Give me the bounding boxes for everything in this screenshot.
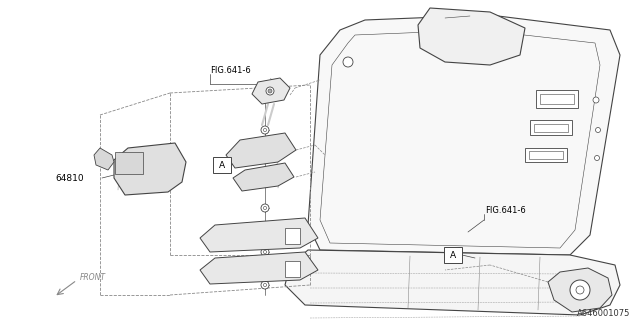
Circle shape — [343, 57, 353, 67]
Bar — [285, 228, 300, 244]
Bar — [115, 152, 143, 174]
Polygon shape — [252, 78, 290, 104]
Bar — [534, 124, 568, 132]
Polygon shape — [226, 133, 296, 168]
Polygon shape — [200, 252, 318, 284]
Circle shape — [570, 280, 590, 300]
Polygon shape — [233, 163, 294, 191]
Circle shape — [595, 156, 600, 161]
Bar — [213, 157, 231, 173]
Text: A: A — [450, 251, 456, 260]
Circle shape — [595, 127, 600, 132]
Circle shape — [264, 284, 267, 287]
Circle shape — [576, 286, 584, 294]
Bar — [444, 247, 462, 263]
Polygon shape — [94, 148, 114, 170]
Circle shape — [261, 126, 269, 134]
Text: A646001075: A646001075 — [577, 308, 630, 317]
Text: FRONT: FRONT — [80, 273, 106, 282]
Bar — [285, 261, 300, 277]
Circle shape — [593, 97, 599, 103]
Bar — [536, 90, 578, 108]
Circle shape — [261, 154, 269, 162]
Circle shape — [268, 89, 272, 93]
Polygon shape — [418, 8, 525, 65]
Text: FIG.641-6: FIG.641-6 — [210, 66, 251, 75]
Text: 64810: 64810 — [55, 173, 84, 182]
Text: FIG.641-6: FIG.641-6 — [485, 205, 525, 214]
Bar — [529, 151, 563, 159]
Polygon shape — [548, 268, 612, 312]
Text: A: A — [219, 161, 225, 170]
Circle shape — [261, 281, 269, 289]
Bar — [540, 94, 574, 104]
Circle shape — [261, 248, 269, 256]
Bar — [525, 148, 567, 162]
Polygon shape — [114, 143, 186, 195]
Circle shape — [264, 251, 267, 254]
Polygon shape — [308, 15, 620, 255]
Circle shape — [266, 87, 274, 95]
Circle shape — [264, 128, 267, 132]
Polygon shape — [285, 250, 620, 315]
Circle shape — [264, 206, 267, 210]
Circle shape — [261, 204, 269, 212]
Circle shape — [264, 156, 267, 160]
Bar — [530, 120, 572, 135]
Polygon shape — [200, 218, 318, 252]
